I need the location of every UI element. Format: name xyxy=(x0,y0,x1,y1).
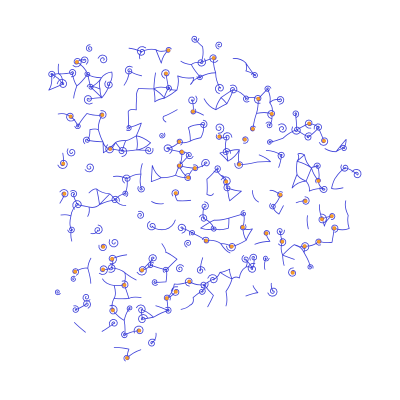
spiral-dot xyxy=(166,48,171,53)
spiral-dot xyxy=(164,296,169,301)
spiral-dot xyxy=(224,179,229,184)
spiral-dot xyxy=(173,289,178,294)
spiral-dot xyxy=(320,217,324,222)
spiral-dot xyxy=(204,238,209,243)
spiral-dot xyxy=(110,256,115,261)
spiral-dot xyxy=(101,244,106,249)
spiral-dot xyxy=(187,279,192,284)
spiral-dot xyxy=(278,192,283,197)
spiral-dots xyxy=(61,48,337,360)
spiral-dot xyxy=(307,121,312,126)
spiral-dot xyxy=(62,191,67,196)
spiral-dot xyxy=(237,162,242,167)
spiral-dot xyxy=(173,191,178,196)
spiral-dot xyxy=(61,161,66,166)
spiral-dot xyxy=(73,269,78,274)
spiral-dot xyxy=(264,231,269,236)
spiral-dot xyxy=(125,356,129,360)
spiral-dot xyxy=(177,139,182,144)
spiral-dot xyxy=(256,96,261,101)
spiral-dot xyxy=(290,270,295,275)
spiral-dot xyxy=(108,147,113,151)
spiral-dot xyxy=(101,267,106,272)
spiral-dot xyxy=(303,199,308,204)
spiral-dot xyxy=(269,112,274,116)
spiral-dot xyxy=(280,239,285,244)
spiral-dot xyxy=(177,163,182,168)
spiral-dot xyxy=(191,109,195,114)
spiral-dot xyxy=(68,114,73,119)
spiral-dot xyxy=(186,175,191,180)
spiral-dot xyxy=(316,178,321,183)
spiral-dot xyxy=(211,56,216,60)
spiral-dot xyxy=(137,328,142,333)
spiral-dot xyxy=(240,225,245,230)
spiral-dot xyxy=(179,149,184,154)
spiral-dot xyxy=(164,71,168,76)
spiral-dot xyxy=(250,126,255,131)
spiral-dot xyxy=(322,138,326,143)
spiral-dot xyxy=(316,239,321,244)
spiral-dot xyxy=(192,166,197,171)
spiral-dot xyxy=(329,214,334,219)
spiral-dot xyxy=(242,137,247,142)
spiral-dot xyxy=(110,308,115,313)
spiral-dot xyxy=(122,283,127,287)
spiral-dot xyxy=(75,60,79,64)
spiral-dot xyxy=(332,226,337,231)
spiral-dot xyxy=(217,134,222,139)
spiral-dot xyxy=(229,244,234,249)
spiral-dot xyxy=(140,268,145,273)
spiral-dot xyxy=(302,244,307,249)
spiral-dot xyxy=(100,113,105,117)
